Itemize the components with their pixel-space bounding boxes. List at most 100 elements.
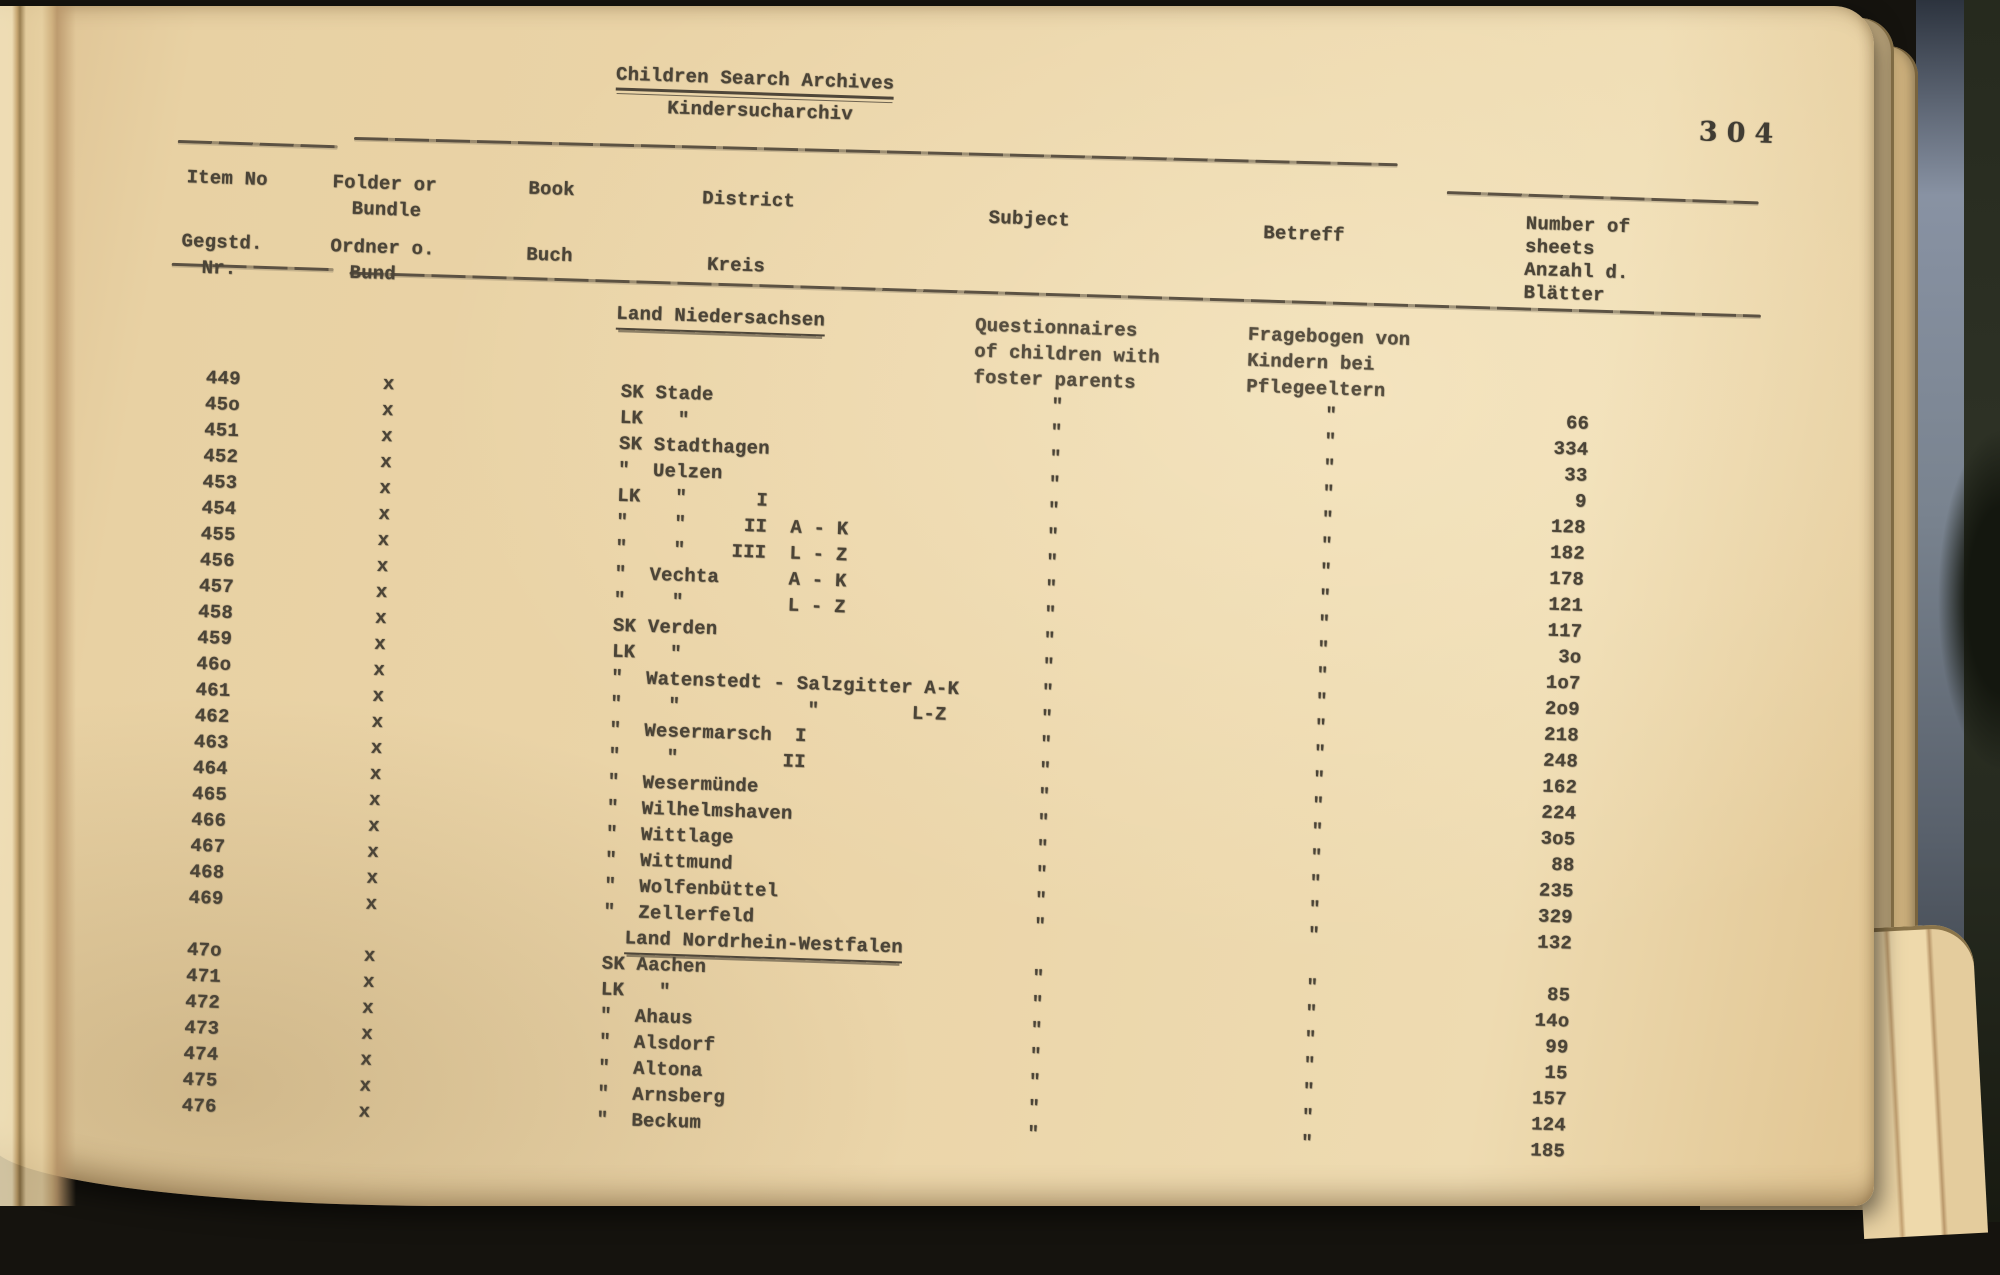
cell-subject-ditto: " xyxy=(1030,1018,1043,1042)
cell-folder-mark: x xyxy=(358,1100,371,1123)
cell-district: SK Stadthagen xyxy=(618,432,771,460)
cell-betreff-ditto: " xyxy=(1312,793,1325,817)
cell-subject-ditto: " xyxy=(1051,395,1064,418)
cell-folder-mark: x xyxy=(362,970,376,993)
cell-sheet-count: 128 xyxy=(1550,515,1587,539)
cell-sheet-count: 117 xyxy=(1547,619,1583,643)
cell-subject-ditto: " xyxy=(1041,680,1054,704)
cell-betreff-ditto: " xyxy=(1308,897,1321,921)
cell-betreff-ditto: " xyxy=(1317,638,1330,661)
cell-district: " " II xyxy=(608,744,807,774)
cell-subject-ditto: " xyxy=(1047,499,1061,522)
cell-item-no: 476 xyxy=(181,1094,217,1118)
cell-betreff-ditto: " xyxy=(1311,819,1324,843)
cell-item-no: 472 xyxy=(184,990,221,1014)
cell-item-no: 459 xyxy=(196,626,233,651)
cell-betreff-ditto: " xyxy=(1324,404,1338,427)
cell-item-no: 465 xyxy=(191,782,228,806)
col-folder-en-1: Folder or xyxy=(332,171,438,197)
cell-folder-mark: x xyxy=(365,892,378,916)
cell-sheet-count: 218 xyxy=(1543,723,1580,747)
cell-item-no: 463 xyxy=(193,730,230,755)
cell-betreff-ditto: " xyxy=(1310,845,1323,869)
cell-item-no: 46o xyxy=(196,652,232,677)
cell-folder-mark: x xyxy=(378,502,391,526)
col-district-de: Kreis xyxy=(706,253,766,278)
cell-folder-mark: x xyxy=(375,580,388,604)
subject-text-line-2: of children with xyxy=(973,340,1161,369)
cell-item-no: 454 xyxy=(201,496,237,521)
cell-subject-ditto: " xyxy=(1049,447,1062,470)
cell-subject-ditto: " xyxy=(1035,862,1048,886)
cell-folder-mark: x xyxy=(367,814,381,838)
cell-folder-mark: x xyxy=(360,1048,373,1071)
cell-sheet-count: 132 xyxy=(1536,931,1573,955)
cell-district: " Altona xyxy=(597,1056,704,1082)
cell-subject-ditto: " xyxy=(1034,888,1048,912)
typed-content: Children Search Archives Kindersucharchi… xyxy=(110,14,1869,1275)
cell-sheet-count: 248 xyxy=(1542,749,1579,773)
header-rule-left xyxy=(177,139,338,149)
cell-district: " Wittlage xyxy=(605,822,734,849)
header-bottom-rule-left xyxy=(171,262,334,272)
cell-betreff-ditto: " xyxy=(1303,1053,1316,1077)
cell-betreff-ditto: " xyxy=(1319,560,1333,583)
page-left-curl xyxy=(0,6,78,1206)
cell-betreff-ditto: " xyxy=(1318,586,1332,609)
cell-subject-ditto: " xyxy=(1026,1122,1040,1146)
col-book-de: Buch xyxy=(525,243,573,268)
cell-subject-ditto: " xyxy=(1045,577,1058,600)
subject-text-line-3: foster parents xyxy=(973,366,1137,394)
cell-subject-ditto: " xyxy=(1032,966,1045,990)
cell-subject-ditto: " xyxy=(1044,602,1057,626)
cell-betreff-ditto: " xyxy=(1316,664,1329,687)
cell-subject-ditto: " xyxy=(1046,525,1060,548)
cell-folder-mark: x xyxy=(381,398,394,422)
col-folder-en-2: Bundle xyxy=(351,197,422,223)
cell-subject-ditto: " xyxy=(1040,706,1054,730)
cell-folder-mark: x xyxy=(372,684,385,708)
cell-betreff-ditto: " xyxy=(1305,1001,1318,1025)
cell-sheet-count: 124 xyxy=(1530,1113,1567,1137)
cell-item-no: 47o xyxy=(186,938,223,962)
cell-folder-mark: x xyxy=(366,866,379,890)
cell-subject-ditto: " xyxy=(1037,810,1050,834)
cell-subject-ditto: " xyxy=(1029,1044,1042,1068)
cell-folder-mark: x xyxy=(368,788,382,812)
cell-subject-ditto: " xyxy=(1036,836,1049,860)
cell-subject-ditto: " xyxy=(1033,914,1047,938)
cell-betreff-ditto: " xyxy=(1304,1027,1317,1051)
cell-betreff-ditto: " xyxy=(1315,690,1328,713)
cell-folder-mark: x xyxy=(373,632,387,656)
cell-item-no: 468 xyxy=(189,860,225,884)
betreff-text-line-1: Fragebogen von xyxy=(1247,323,1411,351)
col-item-en: Item No xyxy=(186,166,269,191)
cell-sheet-count: 334 xyxy=(1553,437,1589,461)
cell-sheet-count: 185 xyxy=(1529,1139,1566,1163)
cell-item-no: 475 xyxy=(182,1068,218,1092)
cell-item-no: 455 xyxy=(200,522,236,547)
cell-betreff-ditto: " xyxy=(1309,871,1322,895)
cell-subject-ditto: " xyxy=(1031,992,1044,1016)
cell-folder-mark: x xyxy=(376,554,389,578)
cell-item-no: 469 xyxy=(188,886,224,910)
cell-district: " Uelzen xyxy=(617,458,723,485)
cell-item-no: 466 xyxy=(190,808,227,832)
cell-district: LK " xyxy=(600,978,671,1003)
shadow-blob xyxy=(1938,430,2000,770)
cell-item-no: 453 xyxy=(202,471,238,495)
cell-subject-ditto: " xyxy=(1050,421,1063,444)
cell-folder-mark: x xyxy=(380,424,394,448)
cell-sheet-count: 182 xyxy=(1549,541,1586,565)
cell-item-no: 467 xyxy=(190,834,226,858)
cell-folder-mark: x xyxy=(360,1022,374,1045)
cell-district: " Beckum xyxy=(596,1108,702,1134)
cell-betreff-ditto: " xyxy=(1320,534,1334,557)
cell-district: LK " xyxy=(611,640,683,665)
cell-folder-mark: x xyxy=(363,944,376,967)
header-rule-main xyxy=(353,136,1398,167)
cell-district: " Zellerfeld xyxy=(603,900,755,928)
cell-item-no: 457 xyxy=(198,574,235,599)
col-item-de-1: Gegstd. xyxy=(181,230,264,255)
cell-subject-ditto: " xyxy=(1043,628,1056,652)
